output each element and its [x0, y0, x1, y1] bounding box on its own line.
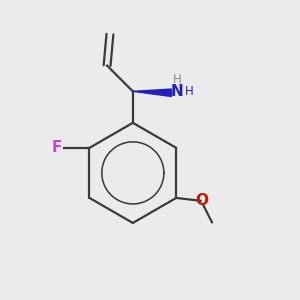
- Text: N: N: [171, 84, 184, 99]
- Text: H: H: [185, 85, 194, 98]
- Text: O: O: [195, 193, 208, 208]
- Text: F: F: [51, 140, 62, 155]
- Text: H: H: [173, 74, 182, 86]
- Polygon shape: [133, 89, 172, 97]
